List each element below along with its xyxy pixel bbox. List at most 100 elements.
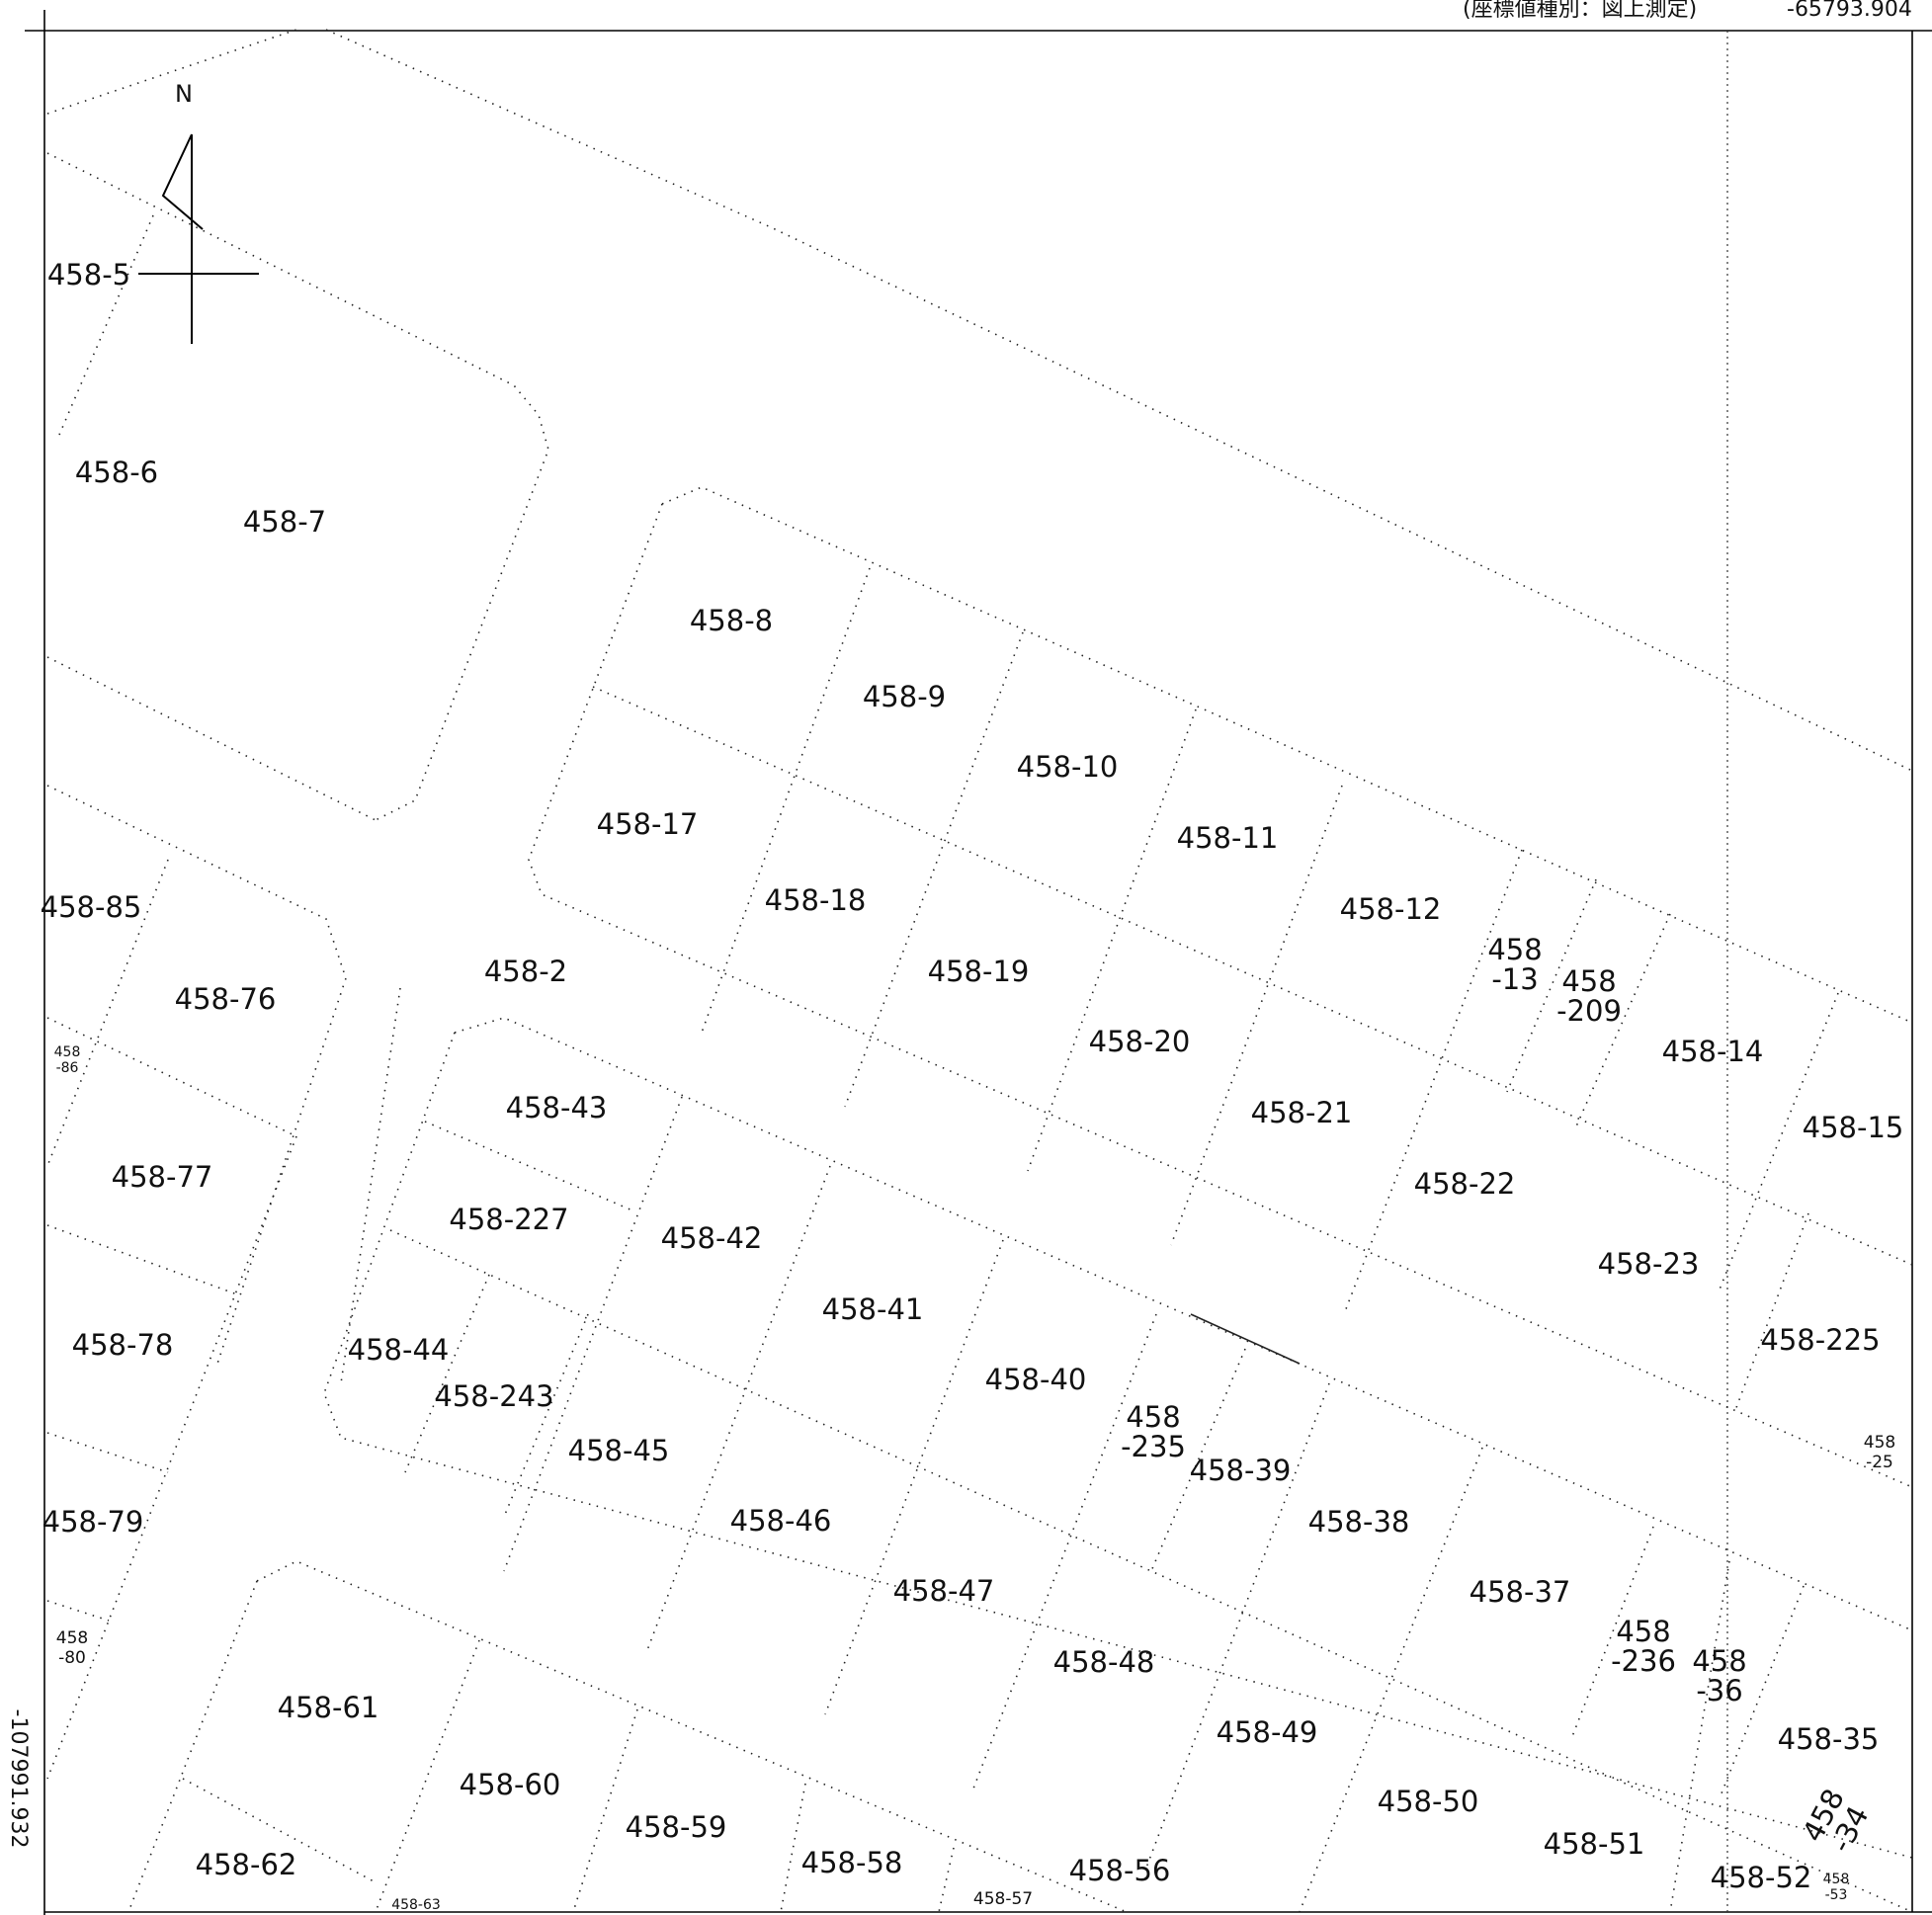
parcel-label-458-22: 458-22 (1414, 1167, 1516, 1201)
parcel-label-458-17: 458-17 (597, 807, 699, 841)
parcel-label-458-44: 458-44 (348, 1333, 450, 1367)
lot-line (1719, 1585, 1805, 1799)
parcel-label-458-86: 458 -86 (54, 1044, 81, 1076)
lot-line (503, 1096, 683, 1572)
parcel-label-458-79: 458-79 (42, 1505, 144, 1539)
parcel-label-458-10: 458-10 (1017, 750, 1119, 784)
parcel-label-458-15: 458-15 (1803, 1111, 1904, 1144)
lot-line (404, 1274, 490, 1473)
parcel-label-458-52: 458-52 (1711, 1861, 1812, 1894)
parcel-label-458-61: 458-61 (278, 1691, 379, 1724)
block-outline (661, 486, 1913, 1024)
parcel-label-458-48: 458-48 (1053, 1645, 1155, 1679)
parcel-label-458-11: 458-11 (1177, 821, 1279, 855)
parcel-label-458-57: 458-57 (973, 1889, 1033, 1909)
parcel-label-458-19: 458-19 (928, 955, 1030, 988)
parcel-label-458-235: 458 -235 (1121, 1400, 1186, 1463)
block-outline (454, 1017, 1913, 1631)
parcel-label-458-39: 458-39 (1190, 1454, 1292, 1487)
parcel-label-458-13: 458 -13 (1487, 933, 1542, 996)
parcel-label-458-77: 458-77 (112, 1160, 213, 1194)
lot-line (1170, 785, 1343, 1246)
lot-line (938, 1847, 955, 1913)
parcel-label-458-59: 458-59 (626, 1810, 727, 1844)
lot-line (1570, 1526, 1654, 1740)
parcel-label-458-49: 458-49 (1217, 1715, 1318, 1749)
parcel-label-458-18: 458-18 (765, 883, 867, 917)
north-arrow-icon: N (138, 80, 259, 344)
lot-line (824, 1239, 1004, 1715)
parcel-label-458-8: 458-8 (690, 604, 773, 637)
parcel-label-458-85: 458-85 (41, 890, 142, 924)
top-coordinate: -65793.904 (1787, 0, 1912, 22)
parcel-label-458-60: 458-60 (460, 1768, 561, 1801)
parcel-label-458-50: 458-50 (1378, 1785, 1479, 1818)
parcel-label-458-58: 458-58 (801, 1846, 903, 1879)
parcel-label-458-21: 458-21 (1251, 1096, 1353, 1129)
parcel-label-458-56: 458-56 (1069, 1854, 1171, 1887)
parcel-label-458-2: 458-2 (484, 955, 567, 988)
parcel-label-458-62: 458-62 (196, 1848, 297, 1881)
parcel-label-458-80: 458 -80 (56, 1628, 88, 1668)
parcel-boundaries (46, 29, 1913, 1913)
lot-line (46, 1017, 297, 1137)
parcel-label-458-40: 458-40 (985, 1363, 1087, 1396)
parcel-label-458-38: 458-38 (1308, 1505, 1410, 1539)
parcel-label-458-45: 458-45 (568, 1434, 670, 1467)
lot-line (844, 631, 1024, 1108)
block-outline (256, 1560, 1128, 1913)
parcel-label-458-7: 458-7 (243, 505, 326, 539)
parcel-label-458-42: 458-42 (661, 1221, 763, 1255)
lot-line (46, 1224, 238, 1295)
parcel-label-458-209: 458 -209 (1556, 964, 1622, 1028)
parcel-label-458-23: 458-23 (1598, 1247, 1700, 1281)
lot-line (389, 1229, 1913, 1913)
parcel-label-458-76: 458-76 (175, 982, 277, 1016)
lot-line (1669, 1560, 1730, 1913)
parcel-label-458-46: 458-46 (730, 1504, 832, 1538)
lot-line (46, 1135, 297, 1780)
lot-line (972, 1313, 1157, 1790)
lot-line (46, 1600, 110, 1622)
parcel-label-458-63: 458-63 (391, 1897, 441, 1913)
lot-line (503, 1313, 589, 1518)
lot-line (424, 1121, 633, 1211)
lot-line (46, 1432, 169, 1473)
road-boundary (58, 214, 154, 436)
lot-line (1027, 708, 1197, 1172)
parcel-label-458-34: 458-34 (1796, 1784, 1877, 1862)
parcel-label-458-78: 458-78 (72, 1328, 174, 1362)
parcel-label-458-12: 458-12 (1340, 892, 1442, 926)
lot-line (1733, 1212, 1809, 1414)
parcel-label-458-43: 458-43 (506, 1091, 608, 1124)
parcel-label-458-36: 458 -36 (1692, 1644, 1746, 1707)
parcel-label-458-53: 458 -53 (1823, 1872, 1850, 1903)
lot-line (340, 987, 401, 1384)
road-boundary (46, 656, 377, 821)
parcel-label-458-14: 458-14 (1662, 1035, 1764, 1068)
lot-line (701, 567, 871, 1034)
lot-line (375, 1639, 480, 1913)
parcel-label-458-20: 458-20 (1089, 1025, 1191, 1058)
parcel-label-458-51: 458-51 (1544, 1827, 1645, 1861)
solid-boundary-segment (1190, 1313, 1301, 1365)
parcel-label-458-37: 458-37 (1470, 1575, 1571, 1609)
lot-line (182, 1778, 377, 1883)
parcel-label-458-25: 458 -25 (1864, 1433, 1895, 1472)
parcel-label-458-47: 458-47 (893, 1574, 995, 1608)
parcel-label-458-9: 458-9 (863, 680, 946, 713)
lot-line (46, 785, 347, 1365)
left-coordinate: -107991.932 (6, 1709, 31, 1849)
parcel-label-458-236: 458 -236 (1611, 1615, 1676, 1678)
parcel-label-458-35: 458-35 (1778, 1722, 1880, 1756)
lot-line (592, 686, 1913, 1266)
parcel-label-458-227: 458-227 (449, 1203, 568, 1236)
parcel-label-458-41: 458-41 (822, 1292, 924, 1326)
block-outline (323, 1032, 1913, 1859)
parcel-label-458-243: 458-243 (434, 1379, 553, 1413)
lot-line (1150, 1348, 1246, 1572)
parcel-label-458-5: 458-5 (47, 258, 130, 291)
parcel-label-458-225: 458-225 (1760, 1323, 1880, 1357)
road-boundary (46, 29, 297, 115)
